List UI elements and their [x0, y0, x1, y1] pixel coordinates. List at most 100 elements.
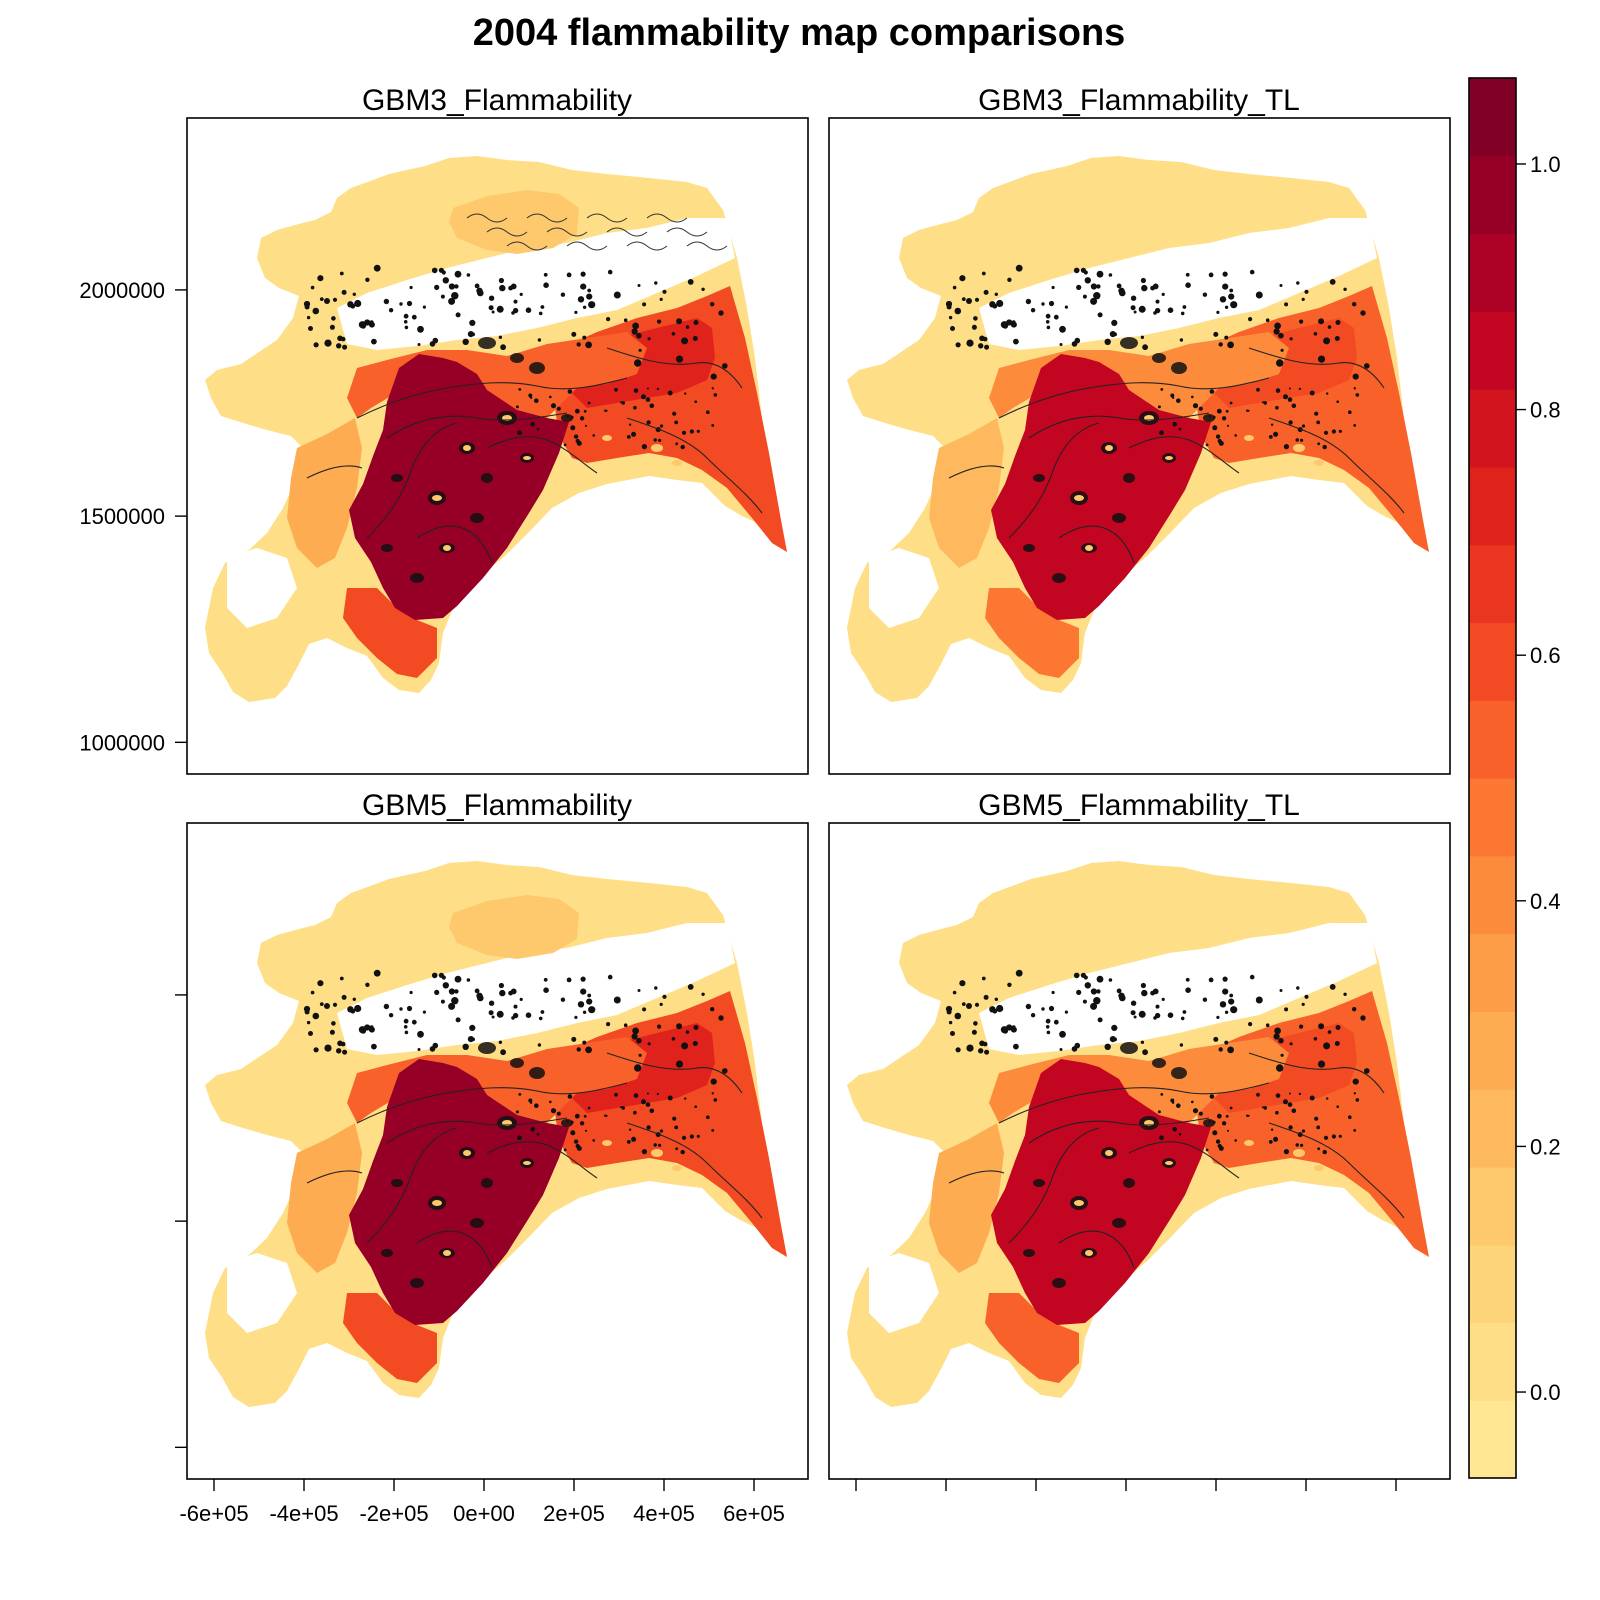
contour-dot: [556, 406, 561, 411]
x-tick-label: 2e+05: [543, 1501, 605, 1526]
contour-dot: [1157, 405, 1161, 409]
panel-frame-gbm5: [186, 822, 809, 1480]
contour-cluster: [561, 414, 573, 422]
contour-dot: [1225, 1114, 1229, 1118]
contour-dot: [1208, 1120, 1211, 1123]
contour-dot: [1317, 442, 1321, 446]
contour-dot: [676, 1023, 683, 1030]
contour-line: [306, 465, 363, 479]
contour-dot: [448, 1002, 456, 1010]
contour-dot: [592, 434, 595, 437]
contour-dot: [1154, 1012, 1161, 1019]
contour-dot: [550, 1108, 557, 1114]
contour-dot: [1335, 320, 1341, 325]
contour-dot: [671, 332, 676, 336]
contour-dot: [1192, 1108, 1199, 1114]
contour-dot: [574, 408, 580, 414]
contour-dot: [1283, 1099, 1288, 1105]
contour-dot: [1261, 401, 1264, 404]
contour-dot: [587, 401, 591, 405]
contour-dot: [1109, 1036, 1116, 1043]
contour-dot: [324, 1044, 332, 1052]
contour-dot: [1191, 1100, 1194, 1104]
colorbar-swatch: [1469, 155, 1516, 235]
contour-dot: [710, 1007, 715, 1012]
contour-dot: [996, 299, 1004, 308]
contour-dot: [1234, 434, 1237, 437]
contour-dot: [656, 387, 660, 391]
east-core-region: [1214, 1023, 1357, 1113]
contour-dot: [657, 1024, 662, 1029]
contour-line: [1028, 412, 1210, 439]
contour-dot: [339, 271, 344, 276]
contour-dot: [587, 993, 592, 998]
low-value-patch: [1085, 1250, 1093, 1256]
contour-dot: [319, 297, 324, 301]
contour-dot: [1343, 287, 1347, 291]
contour-dot: [966, 1003, 972, 1009]
contour-dot: [451, 292, 459, 300]
contour-dot: [573, 434, 579, 439]
contour-dot: [1360, 1015, 1366, 1021]
contour-dot: [332, 297, 338, 302]
contour-dot: [518, 388, 522, 391]
contour-dot: [1176, 1103, 1181, 1108]
contour-dot: [576, 440, 582, 446]
contour-dot: [653, 1143, 657, 1147]
contour-dot: [570, 1120, 574, 1124]
contour-dot: [331, 316, 336, 321]
contour-dot: [454, 284, 459, 289]
contour-dot: [573, 1139, 579, 1144]
contour-dot: [1046, 325, 1051, 330]
contour-dot: [570, 425, 576, 431]
low-value-patch: [443, 545, 451, 551]
contour-line: [486, 227, 528, 237]
y-tick-label: 1500000: [79, 504, 165, 529]
contour-dot: [404, 325, 409, 330]
contour-dot: [1265, 318, 1270, 322]
low-value-patch: [1165, 456, 1173, 460]
contour-dot: [467, 331, 474, 338]
contour-dot: [403, 1018, 409, 1024]
contour-dot: [1213, 1036, 1219, 1042]
contour-dot: [645, 397, 651, 402]
contour-dot: [1280, 348, 1284, 352]
contour-dot: [948, 315, 953, 320]
low-value-patch: [1293, 1149, 1305, 1157]
colorbar-swatch: [1469, 778, 1516, 857]
contour-dot: [658, 438, 662, 442]
contour-dot: [570, 1130, 576, 1136]
x-tick-label: -2e+05: [359, 1501, 428, 1526]
contour-dot: [1352, 1078, 1359, 1085]
contour-dot: [1353, 387, 1356, 390]
contour-dot: [680, 444, 685, 450]
contour-dot: [1288, 1092, 1291, 1095]
contour-line: [626, 1122, 763, 1219]
contour-dot: [613, 291, 621, 299]
contour-dot: [537, 338, 542, 342]
contour-dot: [1322, 1149, 1327, 1155]
contour-dot: [1064, 1010, 1068, 1014]
contour-dot: [1304, 289, 1309, 294]
contour-dot: [510, 283, 517, 290]
contour-cluster: [510, 353, 524, 363]
contour-dot: [342, 344, 348, 350]
contour-dot: [1274, 322, 1281, 330]
contour-dot: [308, 1031, 313, 1036]
contour-dot: [373, 969, 381, 977]
contour-dot: [966, 1044, 974, 1052]
contour-dot: [1096, 284, 1101, 289]
contour-dot: [1329, 984, 1336, 990]
contour-dot: [623, 1023, 628, 1027]
transition-region: [347, 332, 647, 418]
colorbar-tick-label: 0.8: [1530, 398, 1561, 423]
contour-dot: [1289, 337, 1293, 341]
contour-dot: [978, 343, 984, 349]
contour-dot: [1248, 1022, 1253, 1027]
contour-dot: [517, 1135, 522, 1141]
contour-dot: [431, 267, 438, 274]
contour-dot: [994, 292, 998, 296]
contour-dot: [388, 1013, 394, 1018]
contour-dot: [653, 438, 657, 442]
contour-dot: [1280, 1053, 1284, 1057]
